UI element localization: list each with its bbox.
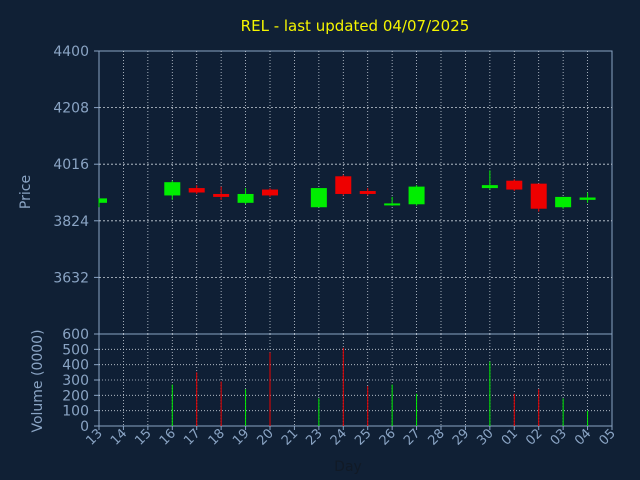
- volume-tick-label: 200: [62, 388, 89, 404]
- candle-body: [530, 183, 547, 209]
- x-tick-label: 05: [597, 426, 619, 448]
- x-tick-label: 19: [230, 426, 252, 448]
- x-tick-label: 03: [548, 426, 570, 448]
- price-panel: [98, 50, 613, 335]
- price-axis-label: Price: [18, 175, 34, 209]
- x-tick-label: 28: [426, 426, 448, 448]
- x-tick-label: 15: [132, 426, 154, 448]
- volume-tick-label: 600: [62, 327, 89, 343]
- volume-axis-label: Volume (0000): [30, 329, 46, 432]
- volume-panel: [98, 333, 613, 427]
- candle-body: [188, 188, 205, 193]
- volume-tick-label: 0: [80, 419, 89, 435]
- candle-body: [555, 196, 572, 208]
- x-tick-label: 24: [328, 426, 350, 448]
- x-tick-label: 16: [157, 426, 179, 448]
- x-tick-label: 04: [572, 426, 594, 448]
- candle-body: [359, 191, 376, 194]
- volume-tick-label: 500: [62, 342, 89, 358]
- x-axis-label: Day: [334, 459, 362, 475]
- volume-tick-label: 400: [62, 358, 89, 374]
- x-tick-label: 26: [377, 426, 399, 448]
- x-tick-label: 21: [279, 426, 301, 448]
- price-tick-label: 4208: [53, 101, 89, 117]
- x-tick-label: 18: [206, 426, 228, 448]
- x-tick-label: 23: [303, 426, 325, 448]
- volume-tick-label: 100: [62, 404, 89, 420]
- candle-body: [164, 182, 181, 196]
- price-tick-label: 3824: [53, 214, 89, 230]
- candle-body: [506, 180, 523, 190]
- x-tick-label: 30: [474, 426, 496, 448]
- price-tick-label: 4400: [53, 44, 89, 60]
- volume-tick-label: 300: [62, 373, 89, 389]
- x-tick-label: 17: [181, 426, 203, 448]
- x-tick-label: 02: [523, 426, 545, 448]
- x-tick-label: 27: [401, 426, 423, 448]
- candle-body: [262, 189, 278, 196]
- candle-body: [335, 176, 352, 194]
- candle-body: [99, 198, 107, 203]
- candle-body: [237, 193, 254, 203]
- x-tick-label: 25: [352, 426, 374, 448]
- candle-body: [310, 188, 327, 208]
- candle-body: [408, 186, 425, 205]
- price-tick-label: 4016: [53, 157, 89, 173]
- x-tick-label: 01: [499, 426, 521, 448]
- candle-body: [579, 197, 596, 200]
- candle-body: [213, 193, 230, 197]
- candle-body: [384, 203, 401, 206]
- chart-marks: [98, 170, 596, 426]
- chart-title: REL - last updated 04/07/2025: [241, 17, 470, 35]
- candle-body: [481, 185, 498, 189]
- x-tick-label: 14: [108, 426, 130, 448]
- price-tick-label: 3632: [53, 270, 89, 286]
- x-tick-label: 29: [450, 426, 472, 448]
- x-tick-label: 20: [255, 426, 277, 448]
